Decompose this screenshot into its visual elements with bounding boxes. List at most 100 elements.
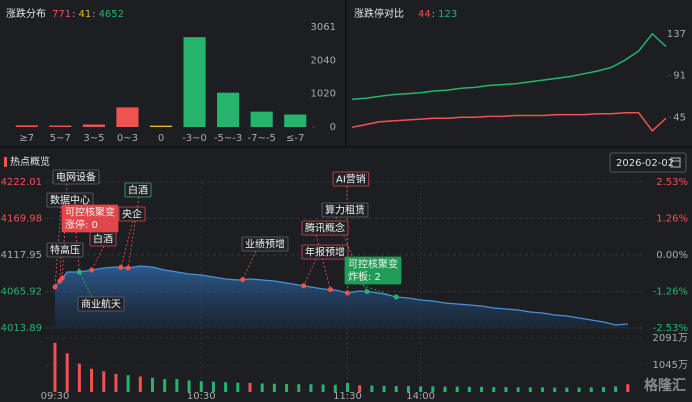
volume-bar <box>77 363 81 392</box>
x-tick-label: 3~5 <box>83 133 104 144</box>
x-tick-label: ≤-7 <box>286 133 304 144</box>
event-box[interactable] <box>77 296 125 312</box>
volume-bar <box>370 385 374 392</box>
connector <box>303 258 317 286</box>
summary-count: 123 <box>438 9 457 20</box>
event-box[interactable] <box>52 169 100 185</box>
volume-bar <box>589 387 593 392</box>
event-box[interactable] <box>344 256 402 285</box>
y-tick-label: 4013.89 <box>1 323 42 334</box>
bar <box>250 111 273 127</box>
date-picker[interactable] <box>609 152 687 173</box>
x-tick-label: 0~3 <box>117 133 138 144</box>
volume-bar <box>321 384 325 392</box>
x-tick-label: -5~-3 <box>214 133 242 144</box>
bar <box>149 125 173 127</box>
event-dot <box>364 289 370 295</box>
x-tick-label: 0 <box>158 133 164 144</box>
y-tick-label: 4065.92 <box>1 287 42 298</box>
event-box[interactable] <box>332 171 370 187</box>
y2-tick-label: 2.53% <box>656 177 688 188</box>
volume-bar <box>333 384 337 392</box>
volume-bar <box>346 382 349 392</box>
series-line <box>351 112 667 133</box>
hot-title: 热点概览 <box>10 155 50 168</box>
event-box[interactable] <box>241 236 289 252</box>
event-label: 腾讯概念 <box>305 222 345 235</box>
event-box[interactable] <box>118 206 146 222</box>
event-label: 可控核聚变 <box>348 258 398 271</box>
y-tick-label: 4222.01 <box>1 177 42 188</box>
watermark: 格隆汇 <box>644 377 686 394</box>
event-dot <box>89 267 95 273</box>
summary-sep: : <box>72 9 75 20</box>
price-line <box>54 265 628 326</box>
event-box[interactable] <box>301 244 349 260</box>
event-box[interactable] <box>321 202 369 218</box>
summary-sep: : <box>432 9 435 20</box>
volume-bar <box>504 387 508 392</box>
volume-bar <box>358 385 362 392</box>
event-label: AI营销 <box>336 173 366 186</box>
volume-bar <box>236 382 240 392</box>
event-label: 可控核聚变 <box>65 206 115 219</box>
volume-bar <box>53 342 57 392</box>
event-box[interactable] <box>89 231 117 247</box>
y2-tick-label: -2.53% <box>653 323 688 334</box>
volume-bar <box>138 376 142 392</box>
event-label: 算力租赁 <box>325 204 365 217</box>
volume-tick-label: 2091万 <box>653 333 688 344</box>
y-tick-label: 45 <box>673 112 686 123</box>
event-dot <box>57 278 63 284</box>
volume-bar <box>614 386 618 392</box>
event-label: 年报预增 <box>305 246 345 259</box>
bar <box>183 37 206 127</box>
limit-title: 涨跌停对比 <box>354 7 404 20</box>
volume-bar <box>285 383 289 392</box>
volume-bar <box>175 379 179 392</box>
event-dot <box>393 294 399 300</box>
x-tick-label: -3~0 <box>182 133 207 144</box>
connector <box>242 250 257 280</box>
summary-count: 44 <box>418 9 431 20</box>
volume-bar <box>553 387 557 392</box>
date-text[interactable]: 2026-02-02 <box>616 158 674 169</box>
event-box[interactable] <box>124 182 152 198</box>
volume-bar <box>90 368 94 392</box>
event-label: 数据中心 <box>50 194 90 207</box>
bar <box>116 107 139 127</box>
y2-tick-label: -1.26% <box>653 286 688 297</box>
connector <box>59 256 62 282</box>
volume-bar <box>126 375 130 392</box>
volume-bar <box>163 379 167 392</box>
bar <box>284 114 307 127</box>
bar <box>49 125 72 127</box>
calendar-icon <box>670 157 681 168</box>
volume-bar <box>541 387 544 392</box>
summary-sep: : <box>92 9 95 20</box>
event-dot <box>125 265 131 271</box>
y2-tick-label: 1.26% <box>656 214 688 225</box>
volume-bar <box>309 384 313 392</box>
y-tick-label: 91 <box>673 71 686 82</box>
event-dot <box>76 269 82 275</box>
connector <box>358 283 397 298</box>
volume-bar <box>577 387 581 392</box>
event-detail: 炸板: 2 <box>348 270 381 283</box>
y-tick-label: 2040 <box>311 55 336 66</box>
event-box[interactable] <box>301 220 349 236</box>
volume-bar <box>443 386 447 392</box>
volume-bar <box>626 384 630 392</box>
event-dot <box>345 290 350 296</box>
event-label: 业绩预增 <box>245 238 285 251</box>
event-box[interactable] <box>46 242 84 258</box>
title-icon <box>4 157 7 167</box>
volume-bar <box>480 386 484 392</box>
x-tick-label: 5~7 <box>50 133 71 144</box>
volume-bar <box>102 371 106 392</box>
volume-tick-label: 1045万 <box>653 360 688 371</box>
x-tick-label: 10:30 <box>187 391 216 402</box>
bar <box>15 125 38 127</box>
event-label: 白酒 <box>128 184 148 197</box>
x-tick-label: 11:30 <box>333 391 362 402</box>
